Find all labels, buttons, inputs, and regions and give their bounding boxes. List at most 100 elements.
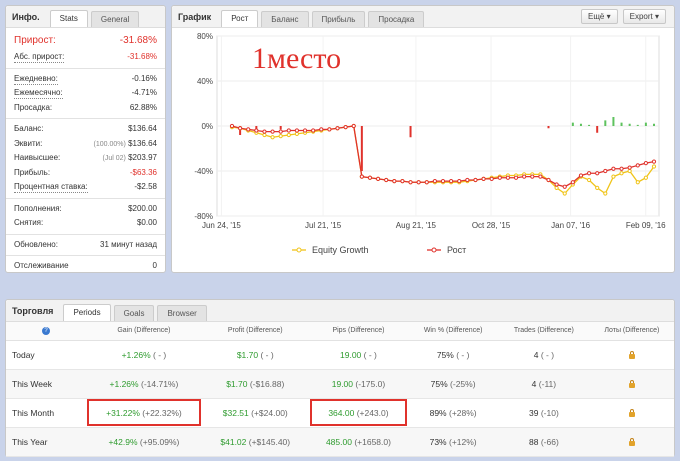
lock-icon[interactable] <box>628 379 635 388</box>
data-point <box>254 128 259 133</box>
data-point <box>489 176 494 181</box>
lots-header[interactable]: Лоты (Difference) <box>589 322 674 341</box>
trades-value: 4 <box>531 378 537 389</box>
gain-diff: (+95.09%) <box>139 436 180 447</box>
data-point <box>294 131 300 136</box>
legend-label[interactable]: Equity Growth <box>312 245 369 255</box>
profit-value: $41.02 <box>220 436 247 447</box>
legend-marker <box>296 247 302 253</box>
tab-profit[interactable]: Прибыль <box>311 11 366 27</box>
highest-label: Наивысшее: <box>14 153 61 162</box>
trades-cell: 4 (-11) <box>498 369 590 399</box>
trades-cell: 4 ( - ) <box>498 340 590 370</box>
data-point <box>578 173 584 178</box>
interest-label[interactable]: Процентная ставка: <box>14 182 88 194</box>
data-point <box>465 177 470 183</box>
change-bar <box>547 126 550 129</box>
tab-browser[interactable]: Browser <box>157 305 207 321</box>
monthly-label[interactable]: Ежемесячно: <box>14 88 63 100</box>
profit-diff: (+$145.40) <box>248 436 291 447</box>
data-point <box>627 168 632 174</box>
table-row: This Month +31.22% (+22.32%) $32.51 (+$24.… <box>6 398 674 428</box>
profit-cell: $32.51 (+$24.00) <box>201 398 309 428</box>
chevron-down-icon: ▾ <box>654 12 659 21</box>
trades-value: 4 <box>533 349 539 360</box>
trades-diff: (-11) <box>538 378 557 389</box>
data-point <box>416 180 421 185</box>
tab-goals[interactable]: Goals <box>113 305 155 321</box>
help-icon[interactable]: ? <box>42 326 50 335</box>
highest-row: Наивысшее: (Jul 02) $203.97 <box>6 151 165 166</box>
legend-label[interactable]: Рост <box>447 245 466 255</box>
data-point <box>319 127 324 132</box>
gain-header[interactable]: Gain (Difference) <box>86 322 202 341</box>
more-dropdown[interactable]: Ещё ▾ <box>581 9 618 24</box>
trades-diff: (-66) <box>540 436 559 447</box>
interest-value: -$2.58 <box>134 182 157 191</box>
data-point <box>384 177 389 183</box>
x-tick-label: Jun 24, '15 <box>202 221 241 230</box>
tab-general[interactable]: General <box>90 11 140 27</box>
lock-icon[interactable] <box>628 408 635 417</box>
win-cell: 73% (+12%) <box>408 427 498 457</box>
abs-growth-label[interactable]: Абс. прирост: <box>14 52 65 64</box>
legend-marker <box>431 247 437 253</box>
trading-tabbar: Торговля Periods Goals Browser <box>6 300 674 322</box>
info-tabbar: Инфо. Stats General <box>6 6 165 28</box>
chevron-down-icon: ▾ <box>606 12 611 21</box>
tab-stats[interactable]: Stats <box>49 10 88 27</box>
data-point <box>554 182 559 187</box>
gain-cell: +1.26% (-14.71%) <box>86 369 202 399</box>
pips-header[interactable]: Pips (Difference) <box>308 322 409 341</box>
win-header[interactable]: Win % (Difference) <box>408 322 498 341</box>
pips-cell: 485.00 (+1658.0) <box>308 427 409 457</box>
tab-balance[interactable]: Баланс <box>261 11 309 27</box>
change-bar <box>612 117 615 126</box>
pips-cell: 19.00 ( - ) <box>308 340 409 370</box>
lock-icon[interactable] <box>628 350 635 359</box>
data-point <box>505 175 511 180</box>
withdrawals-row: Снятия: $0.00 <box>6 216 165 231</box>
change-bar <box>604 120 607 126</box>
equity-value: $136.64 <box>128 138 157 148</box>
trades-header[interactable]: Trades (Difference) <box>498 322 590 341</box>
drawdown-row: Просадка: 62.88% <box>6 101 165 116</box>
data-point <box>643 175 648 180</box>
lots-cell[interactable] <box>589 398 674 428</box>
gain-value: +31.22% <box>106 407 140 418</box>
tab-growth[interactable]: Рост <box>221 10 259 27</box>
data-point <box>497 175 502 180</box>
change-bar <box>620 122 623 126</box>
gain-diff: ( - ) <box>153 349 167 360</box>
period-cell: Today <box>6 340 86 370</box>
data-point <box>367 175 373 180</box>
profit-header[interactable]: Profit (Difference) <box>201 322 309 341</box>
data-point <box>570 180 575 185</box>
tab-drawdown[interactable]: Просадка <box>368 11 425 27</box>
pips-value: 364.00 <box>328 407 355 418</box>
profit-cell: $1.70 (-$16.88) <box>201 369 309 399</box>
change-bar <box>628 123 631 126</box>
daily-row: Ежедневно: -0.16% <box>6 72 165 87</box>
period-label: This Week <box>12 378 52 389</box>
lots-cell[interactable] <box>589 340 674 370</box>
tab-periods[interactable]: Periods <box>63 304 111 321</box>
win-value: 73% <box>429 436 447 447</box>
win-value: 89% <box>429 407 447 418</box>
pips-cell: 364.00 (+243.0) <box>308 398 409 428</box>
trades-cell: 39 (-10) <box>498 398 590 428</box>
daily-label[interactable]: Ежедневно: <box>14 73 58 85</box>
deposits-row: Пополнения: $200.00 <box>6 202 165 217</box>
lots-cell[interactable] <box>589 427 674 457</box>
export-dropdown[interactable]: Export ▾ <box>622 9 666 24</box>
updated-label: Обновлено: <box>14 239 58 249</box>
profit-value: $1.70 <box>236 349 259 360</box>
lock-icon[interactable] <box>628 437 635 446</box>
change-bar <box>644 122 647 126</box>
lots-cell[interactable] <box>589 369 674 399</box>
table-row: This Year +42.9% (+95.09%) $41.02 (+$145.4… <box>6 427 674 457</box>
chart-title: График <box>178 11 212 22</box>
data-point <box>457 179 462 184</box>
data-point <box>651 164 657 169</box>
data-point <box>359 174 364 179</box>
